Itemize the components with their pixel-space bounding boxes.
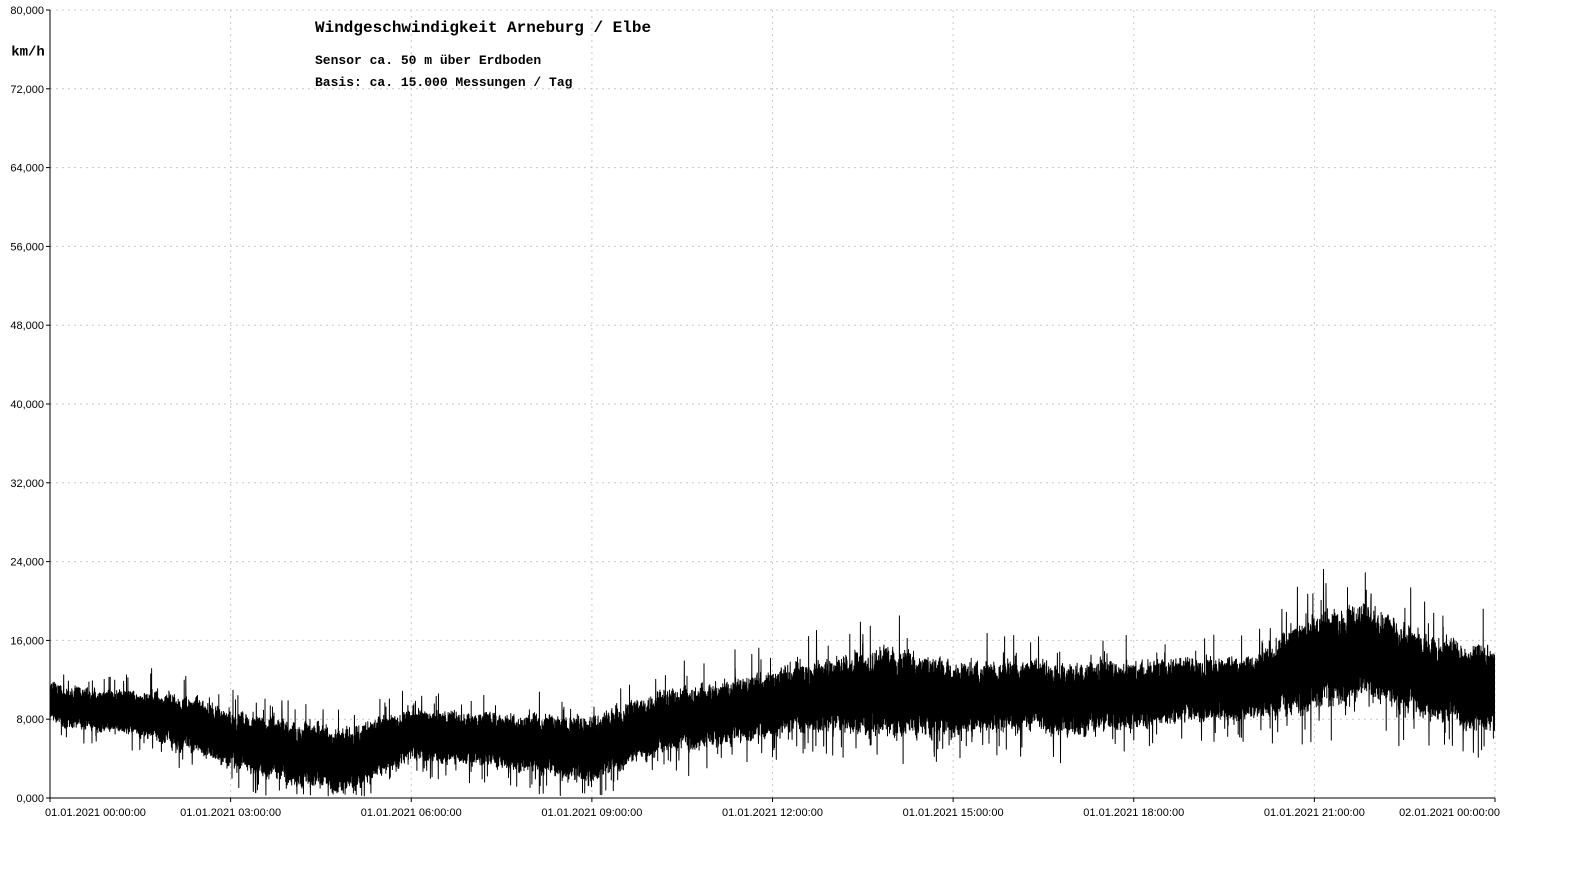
- svg-text:24,000: 24,000: [10, 557, 44, 569]
- svg-text:01.01.2021 00:00:00: 01.01.2021 00:00:00: [45, 807, 146, 819]
- y-axis-label: km/h: [11, 44, 45, 60]
- svg-text:72,000: 72,000: [10, 84, 44, 96]
- chart-svg: 0,000 8,000 16,000 24,000 32,000 40,000 48,000…: [0, 0, 1579, 890]
- svg-text:01.01.2021 06:00:00: 01.01.2021 06:00:00: [361, 807, 462, 819]
- chart-title: Windgeschwindigkeit Arneburg / Elbe: [315, 19, 651, 37]
- svg-text:01.01.2021 15:00:00: 01.01.2021 15:00:00: [903, 807, 1004, 819]
- svg-text:48,000: 48,000: [10, 320, 44, 332]
- svg-text:01.01.2021 12:00:00: 01.01.2021 12:00:00: [722, 807, 823, 819]
- svg-text:02.01.2021 00:00:00: 02.01.2021 00:00:00: [1399, 807, 1500, 819]
- svg-text:01.01.2021 18:00:00: 01.01.2021 18:00:00: [1083, 807, 1184, 819]
- svg-text:01.01.2021 09:00:00: 01.01.2021 09:00:00: [541, 807, 642, 819]
- windspeed-chart: 0,000 8,000 16,000 24,000 32,000 40,000 48,000…: [0, 0, 1579, 890]
- svg-text:56,000: 56,000: [10, 241, 44, 253]
- svg-text:01.01.2021 03:00:00: 01.01.2021 03:00:00: [180, 807, 281, 819]
- svg-text:8,000: 8,000: [16, 714, 44, 726]
- svg-text:40,000: 40,000: [10, 399, 44, 411]
- svg-text:80,000: 80,000: [10, 5, 44, 17]
- svg-text:16,000: 16,000: [10, 635, 44, 647]
- svg-text:01.01.2021 21:00:00: 01.01.2021 21:00:00: [1264, 807, 1365, 819]
- svg-text:32,000: 32,000: [10, 478, 44, 490]
- chart-subtitle-2: Basis: ca. 15.000 Messungen / Tag: [315, 75, 573, 90]
- x-tick-labels: 01.01.2021 00:00:00 01.01.2021 03:00:00 01…: [45, 807, 1500, 819]
- svg-text:0,000: 0,000: [16, 793, 44, 805]
- svg-text:64,000: 64,000: [10, 163, 44, 175]
- chart-subtitle-1: Sensor ca. 50 m über Erdboden: [315, 53, 541, 68]
